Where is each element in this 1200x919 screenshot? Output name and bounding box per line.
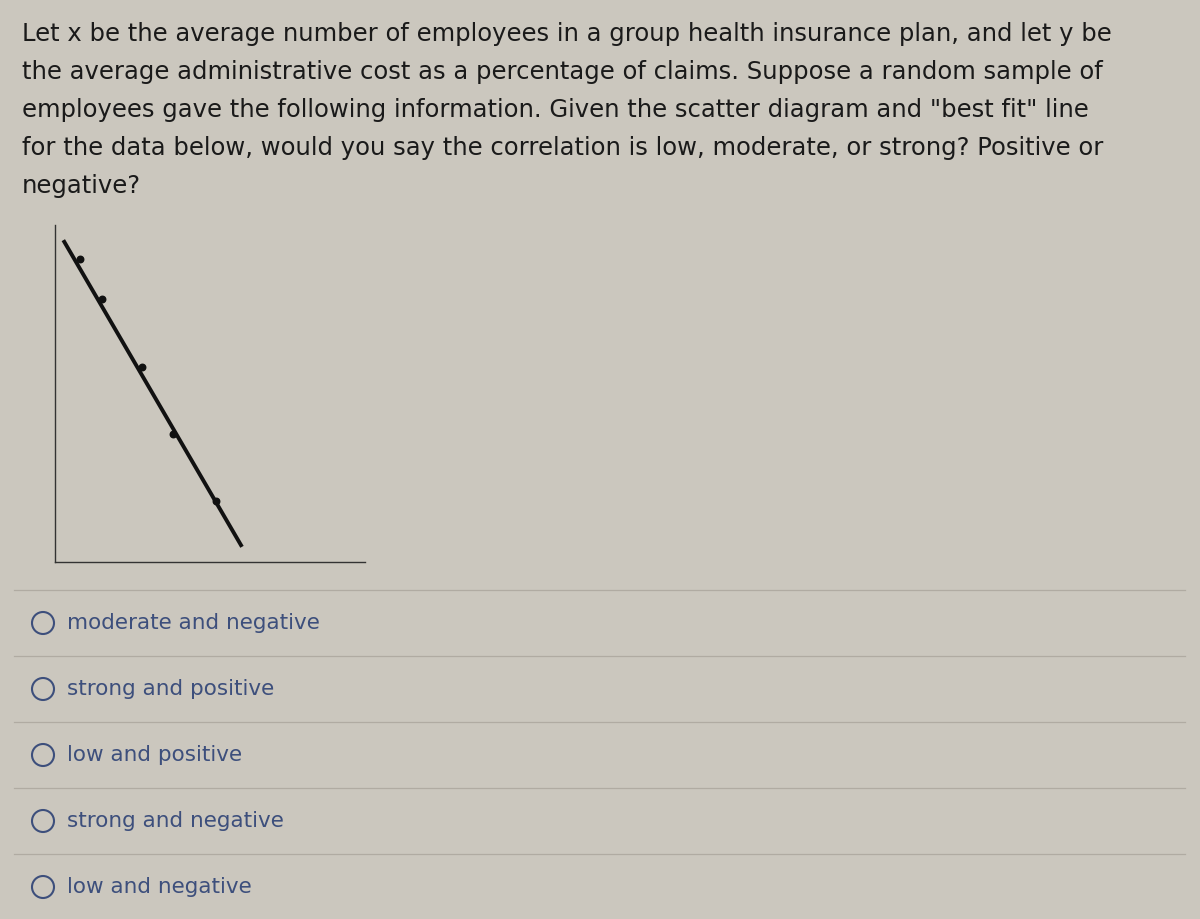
- Text: for the data below, would you say the correlation is low, moderate, or strong? P: for the data below, would you say the co…: [22, 136, 1103, 160]
- Text: strong and negative: strong and negative: [67, 811, 284, 831]
- Text: low and positive: low and positive: [67, 745, 242, 765]
- Text: moderate and negative: moderate and negative: [67, 613, 320, 633]
- Text: the average administrative cost as a percentage of claims. Suppose a random samp: the average administrative cost as a per…: [22, 60, 1103, 84]
- Text: Let x be the average number of employees in a group health insurance plan, and l: Let x be the average number of employees…: [22, 22, 1111, 46]
- Point: [92, 292, 112, 307]
- Point: [163, 426, 182, 441]
- Text: negative?: negative?: [22, 174, 142, 198]
- Point: [206, 494, 226, 509]
- Text: employees gave the following information. Given the scatter diagram and "best fi: employees gave the following information…: [22, 98, 1088, 122]
- Point: [70, 252, 90, 267]
- Text: strong and positive: strong and positive: [67, 679, 275, 699]
- Text: low and negative: low and negative: [67, 877, 252, 897]
- Point: [132, 359, 151, 374]
